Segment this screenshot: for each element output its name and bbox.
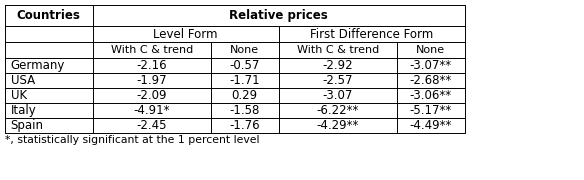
Text: UK: UK — [11, 89, 27, 102]
Text: With C & trend: With C & trend — [110, 45, 193, 55]
Text: -1.97: -1.97 — [136, 74, 167, 87]
Text: -3.06**: -3.06** — [409, 89, 452, 102]
Text: -1.76: -1.76 — [230, 119, 260, 132]
Text: -6.22**: -6.22** — [317, 104, 359, 117]
Text: Germany: Germany — [11, 59, 65, 72]
Text: -4.91*: -4.91* — [133, 104, 170, 117]
Text: -3.07: -3.07 — [322, 89, 353, 102]
Text: Level Form: Level Form — [154, 28, 218, 41]
Text: Countries: Countries — [17, 9, 81, 22]
Text: -0.57: -0.57 — [230, 59, 260, 72]
Text: Italy: Italy — [11, 104, 36, 117]
Text: -2.68**: -2.68** — [409, 74, 452, 87]
Text: First Difference Form: First Difference Form — [310, 28, 433, 41]
Text: -2.16: -2.16 — [136, 59, 167, 72]
Text: -3.07**: -3.07** — [409, 59, 452, 72]
Text: -2.09: -2.09 — [137, 89, 167, 102]
Text: -5.17**: -5.17** — [409, 104, 452, 117]
Text: 0.29: 0.29 — [232, 89, 258, 102]
Text: -2.92: -2.92 — [322, 59, 353, 72]
Text: -2.57: -2.57 — [322, 74, 353, 87]
Text: *, statistically significant at the 1 percent level: *, statistically significant at the 1 pe… — [5, 135, 259, 145]
Text: With C & trend: With C & trend — [297, 45, 379, 55]
Text: -1.58: -1.58 — [230, 104, 260, 117]
Text: -1.71: -1.71 — [230, 74, 260, 87]
Text: -4.29**: -4.29** — [317, 119, 359, 132]
Text: USA: USA — [11, 74, 35, 87]
Text: Relative prices: Relative prices — [230, 9, 328, 22]
Text: Spain: Spain — [11, 119, 44, 132]
Text: -4.49**: -4.49** — [409, 119, 452, 132]
Text: None: None — [230, 45, 259, 55]
Text: None: None — [416, 45, 445, 55]
Text: -2.45: -2.45 — [137, 119, 167, 132]
